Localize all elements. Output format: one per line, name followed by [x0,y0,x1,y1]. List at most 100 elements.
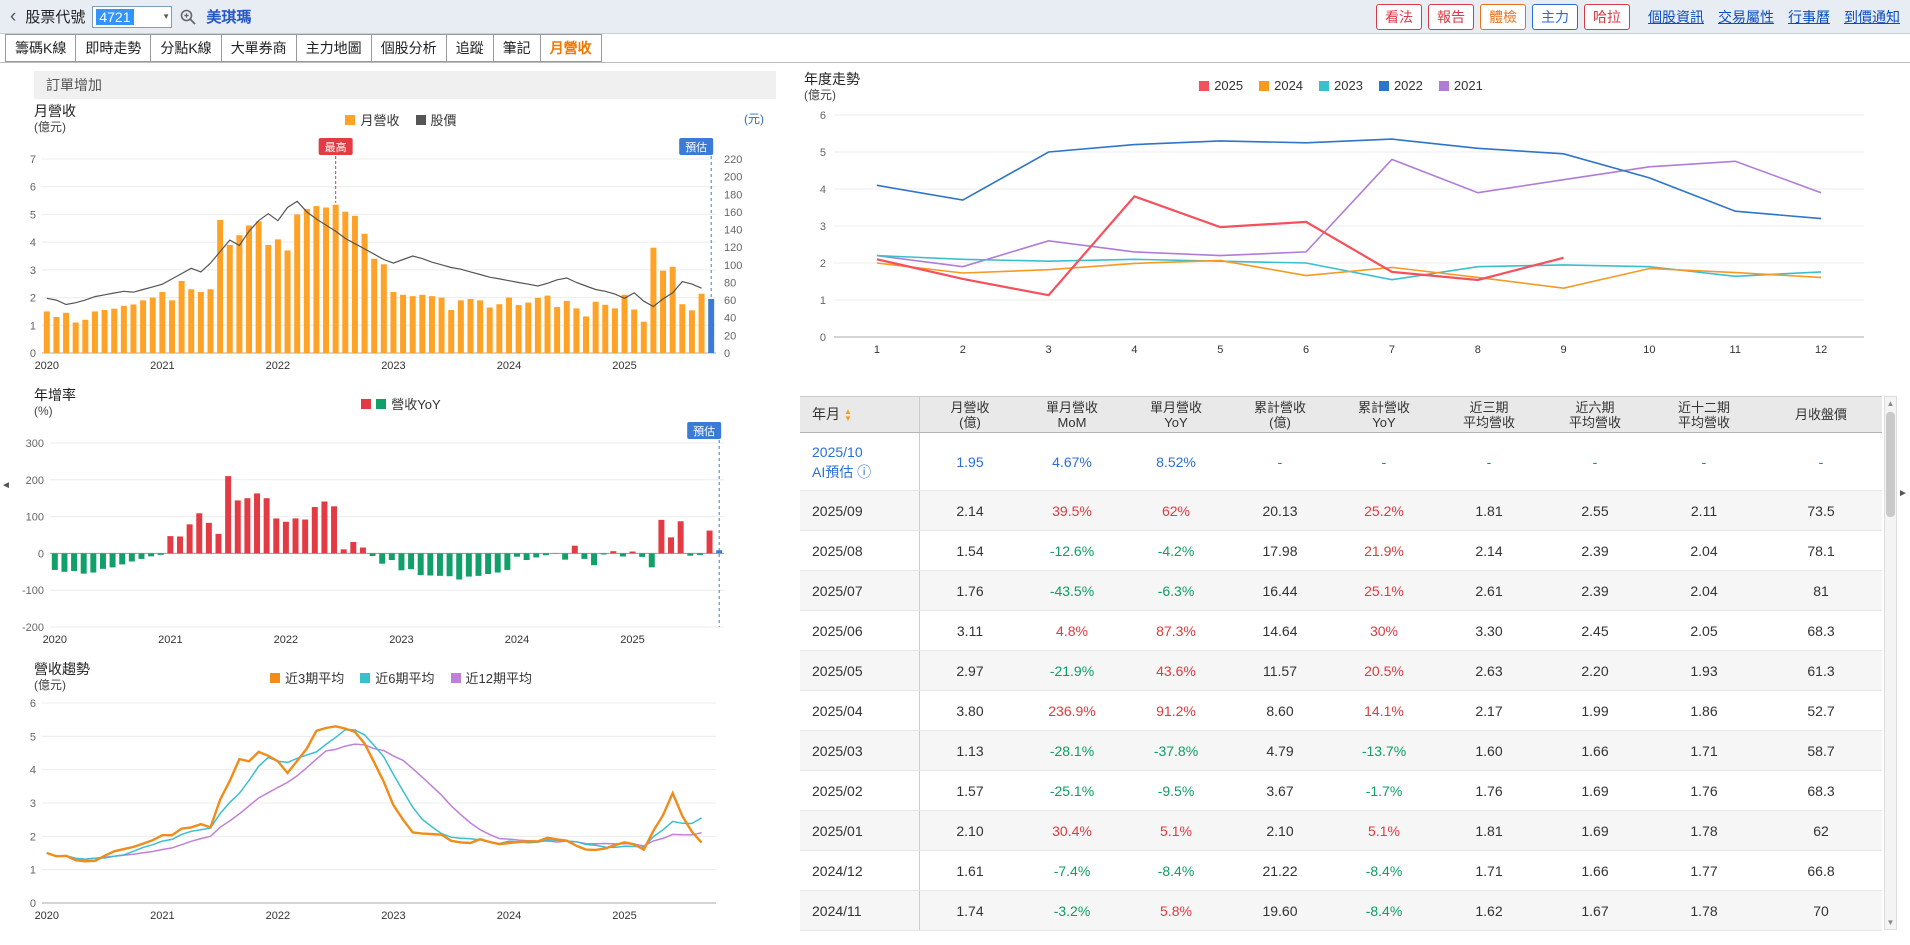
svg-text:20: 20 [724,330,736,342]
tab-籌碼K線[interactable]: 籌碼K線 [5,34,77,62]
cell-value: 43.6% [1156,662,1196,679]
cell-value: 39.5% [1052,502,1092,519]
table-row-2025-05[interactable]: 2025/05 2.97 -21.9% 43.6% 11.57 20.5% 2.63 2.20… [800,651,1882,691]
cell-value: 1.57 [956,782,984,799]
cell-value: 1.78 [1690,822,1718,839]
cell-value: 73.5 [1807,502,1835,519]
legend-item: 股價 [415,110,457,129]
svg-text:2024: 2024 [497,360,521,372]
table-scrollbar[interactable]: ▲ ▼ [1884,396,1897,930]
cell-value: 2.10 [956,822,984,839]
collapse-left-icon[interactable]: ◄ [1,480,11,491]
tab-個股分析[interactable]: 個股分析 [370,34,447,62]
cell-value: 20.13 [1262,502,1298,519]
tab-追蹤[interactable]: 追蹤 [445,34,494,62]
svg-text:-200: -200 [22,622,44,634]
search-icon[interactable] [179,8,197,26]
header-link-到價通知[interactable]: 到價通知 [1844,8,1900,25]
info-icon[interactable]: ⓘ [857,463,872,480]
svg-text:2022: 2022 [266,360,290,372]
cell-value: 2.63 [1475,662,1503,679]
tab-筆記[interactable]: 筆記 [492,34,541,62]
table-row-2025-06[interactable]: 2025/06 3.11 4.8% 87.3% 14.64 30% 3.30 2.45 2.05… [800,611,1882,651]
table-row-2024-11[interactable]: 2024/11 1.74 -3.2% 5.8% 19.60 -8.4% 1.62 1.67 1.… [800,891,1882,931]
scrollbar-thumb[interactable] [1886,412,1895,517]
collapse-right-icon[interactable]: ► [1898,488,1908,499]
stock-name-link[interactable]: 美琪瑪 [206,9,252,26]
table-row-2025-01[interactable]: 2025/01 2.10 30.4% 5.1% 2.10 5.1% 1.81 1.69 1.78… [800,811,1882,851]
back-chevron-icon[interactable]: ‹ [10,6,17,27]
svg-text:3: 3 [30,265,36,277]
tab-即時走勢[interactable]: 即時走勢 [75,34,152,62]
cell-value: 1.74 [956,902,984,919]
chart-unit: (億元) [804,88,836,102]
cell-value: 1.67 [1581,902,1609,919]
header-button-主力[interactable]: 主力 [1532,3,1578,30]
svg-text:2025: 2025 [612,910,636,922]
cell-value: 1.62 [1475,902,1503,919]
table-row-2024-12[interactable]: 2024/12 1.61 -7.4% -8.4% 21.22 -8.4% 1.71 1.66 1… [800,851,1882,891]
cell-value: 30% [1369,622,1399,639]
cell-value: 5.8% [1160,902,1192,919]
table-row-2025-09[interactable]: 2025/09 2.14 39.5% 62% 20.13 25.2% 1.81 2.55 2.1… [800,491,1882,531]
legend-label: 2024 [1274,78,1304,93]
scroll-down-icon[interactable]: ▼ [1886,918,1895,927]
cell-value: 1.76 [956,582,984,599]
tab-主力地圖[interactable]: 主力地圖 [295,34,372,62]
cell-value: -6.3% [1157,582,1195,599]
revenue-trend-chart[interactable]: 0 1 2 3 4 5 6 2020 2021 2022 2023 2024 2025 [6,691,790,933]
svg-text:6: 6 [1303,344,1309,356]
cell-value: 1.69 [1581,782,1609,799]
legend-swatch-icon [1259,80,1270,91]
cell-year-month: 2025/08 [800,531,920,570]
sort-icon[interactable]: ▲ ▼ [844,406,852,423]
tab-分點K線[interactable]: 分點K線 [150,34,222,62]
cell-value: 2.04 [1690,542,1718,559]
svg-text:40: 40 [724,313,736,325]
table-row-2025-04[interactable]: 2025/04 3.80 236.9% 91.2% 8.60 14.1% 2.17 1.99 1… [800,691,1882,731]
table-row-2025-07[interactable]: 2025/07 1.76 -43.5% -6.3% 16.44 25.1% 2.61 2.39… [800,571,1882,611]
col-header-sortable[interactable]: 年月 ▲ ▼ [800,397,920,432]
tab-月營收[interactable]: 月營收 [539,34,602,62]
cell-year-month: 2025/01 [800,811,920,850]
header-button-看法[interactable]: 看法 [1376,3,1422,30]
legend-label: 2025 [1214,78,1244,93]
table-row-2025-10[interactable]: 2025/10 AI預估 ⓘ 1.95 4.67% 8.52% - - - - - - [800,433,1882,491]
cell-value: 3.80 [956,702,984,719]
table-row-2025-03[interactable]: 2025/03 1.13 -28.1% -37.8% 4.79 -13.7% 1.60 1.6… [800,731,1882,771]
legend-swatch-icon [450,672,461,683]
header-button-哈拉[interactable]: 哈拉 [1584,3,1630,30]
svg-text:5: 5 [820,147,826,159]
cell-value: 1.78 [1690,902,1718,919]
cell-value: 2.17 [1475,702,1503,719]
table-row-2025-02[interactable]: 2025/02 1.57 -25.1% -9.5% 3.67 -1.7% 1.76 1.69 1… [800,771,1882,811]
cell-value: 2.97 [956,662,984,679]
monthly-revenue-chart[interactable]: 0 1 2 3 4 5 6 7 0 20 40 60 80 100 120 140 160 180 200 220 20… [6,133,790,383]
header-link-行事曆[interactable]: 行事曆 [1788,8,1830,25]
cell-value: 61.3 [1807,662,1835,679]
dropdown-caret-icon[interactable]: ▾ [163,11,169,21]
cell-value: 1.66 [1581,862,1609,879]
cell-value: 8.60 [1266,702,1294,719]
header-link-交易屬性[interactable]: 交易屬性 [1718,8,1774,25]
cell-year-month[interactable]: 2025/10 AI預估 ⓘ [800,433,920,490]
cell-value: -4.2% [1157,542,1195,559]
cell-value: -25.1% [1049,782,1095,799]
header-button-報告[interactable]: 報告 [1428,3,1474,30]
svg-text:6: 6 [30,698,36,710]
scrollbar-track[interactable] [1885,410,1896,916]
header-button-體檢[interactable]: 體檢 [1480,3,1526,30]
stock-code-input[interactable]: 4721 ▾ [92,5,173,28]
cell-value: 11.57 [1263,662,1297,679]
yoy-chart[interactable]: -200 -100 0 100 200 300 2020 2021 2022 2023 2024 20… [6,417,790,657]
scroll-up-icon[interactable]: ▲ [1886,399,1895,408]
top-bar-right: 看法 報告 體檢 主力 哈拉 個股資訊 交易屬性 行事曆 到價通知 [1376,3,1900,30]
cell-value: 91.2% [1156,702,1196,719]
table-row-2025-08[interactable]: 2025/08 1.54 -12.6% -4.2% 17.98 21.9% 2.14 2.39… [800,531,1882,571]
stock-code-value: 4721 [96,8,134,25]
header-link-個股資訊[interactable]: 個股資訊 [1648,8,1704,25]
cell-value: 4.8% [1056,622,1088,639]
tab-大單券商[interactable]: 大單券商 [220,34,297,62]
svg-text:3: 3 [1046,344,1052,356]
